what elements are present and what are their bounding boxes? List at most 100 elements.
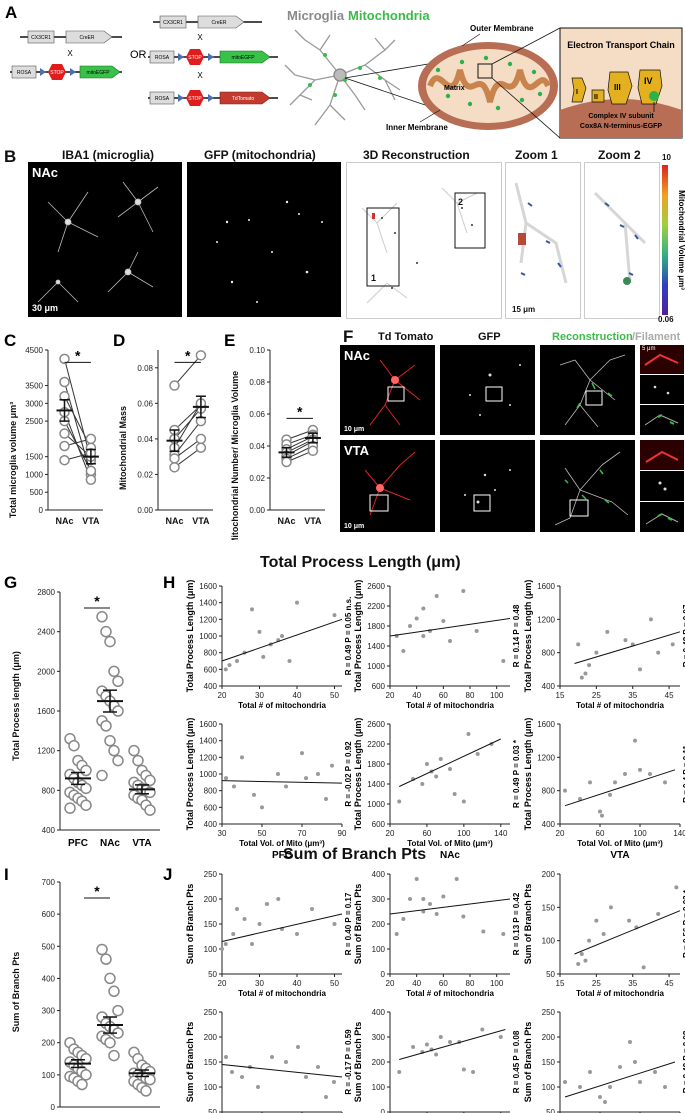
regression-line	[389, 618, 511, 637]
regression-line	[564, 769, 676, 807]
data-point	[104, 972, 116, 985]
y-tick-label: 1600	[537, 582, 555, 591]
y-tick-label: 250	[204, 1008, 218, 1017]
x-tick-label: 140	[494, 829, 508, 838]
data-point	[441, 894, 446, 899]
x-axis-title: Total # of mitochondria	[406, 989, 494, 998]
y-tick-label: 300	[372, 1033, 386, 1042]
data-point	[421, 897, 426, 901]
data-point	[594, 918, 599, 923]
stats-label: R = 0.45 P = 0.08	[512, 1030, 521, 1093]
y-tick-label: 200	[204, 895, 218, 904]
x-tick-label: VTA	[304, 516, 322, 526]
gene-label: STOP	[188, 55, 202, 61]
data-point	[224, 1055, 228, 1059]
data-point	[220, 947, 224, 951]
data-point	[332, 1080, 336, 1084]
y-tick-label: 500	[30, 488, 44, 497]
y-tick-label: 1200	[537, 753, 555, 762]
data-point	[140, 1085, 152, 1097]
y-tick-label: 2800	[37, 588, 55, 597]
gene-label: CX3CR1	[31, 35, 51, 41]
y-tick-label: 2400	[37, 628, 55, 637]
zoom1-image: 15 μm	[505, 162, 581, 319]
data-point	[452, 792, 457, 796]
x-tick-label: 15	[556, 979, 565, 988]
pair-line	[174, 355, 202, 386]
y-tick-label: 0	[39, 506, 44, 515]
iba1-image: NAc 30 μm	[28, 162, 182, 317]
data-point	[653, 1070, 657, 1074]
regression-line	[399, 738, 501, 787]
data-point	[401, 649, 406, 653]
y-tick-label: 300	[372, 895, 386, 904]
stats-label: R = 0.49 P = 0.05 n.s.	[344, 597, 353, 676]
pair-line	[174, 420, 202, 456]
data-point	[304, 776, 308, 781]
data-point	[627, 918, 632, 923]
panel-a-letter: A	[5, 3, 17, 22]
y-tick-label: 1600	[537, 720, 555, 729]
complex-label: IV	[644, 76, 653, 86]
y-tick-label: 3500	[25, 382, 43, 391]
chart-e: 0.10 0.08 0.06 0.04 0.02 0.00 NAc VTA *	[249, 346, 325, 526]
x-axis-title: Total Vol. of Mito (μm³)	[239, 839, 325, 848]
x-tick-label: 25	[592, 979, 601, 988]
gene-label: STOP	[50, 70, 64, 76]
data-point	[230, 1070, 234, 1074]
x-tick-label: 40	[412, 691, 421, 700]
x-tick-label: NAc	[277, 516, 295, 526]
data-point	[434, 774, 439, 779]
pair-line	[174, 438, 202, 459]
data-point	[100, 953, 112, 965]
y-tick-label: 0.06	[249, 410, 265, 419]
data-point	[448, 767, 452, 771]
data-point	[471, 1070, 476, 1074]
x-tick-label: VTA	[192, 516, 210, 526]
x-tick-label: 40	[412, 979, 421, 988]
data-point	[424, 1042, 429, 1047]
data-point	[252, 792, 256, 797]
zoom2-title: Zoom 2	[598, 148, 641, 162]
y-tick-label: 1400	[199, 599, 217, 608]
x-axis-title: Total Vol. of Mito (μm³)	[577, 839, 663, 848]
x-tick-label: NAc	[165, 516, 183, 526]
data-point	[501, 932, 506, 936]
data-point	[420, 782, 425, 786]
data-point	[257, 922, 262, 926]
data-point	[112, 1004, 124, 1017]
stats-label: R = 0.49 P = 0.08	[682, 1030, 685, 1093]
regression-line	[399, 1029, 506, 1060]
data-point	[108, 1049, 120, 1062]
y-tick-label: 0	[381, 1108, 386, 1113]
y-tick-label: 600	[204, 803, 218, 812]
x-tick-label: 20	[386, 691, 395, 700]
data-point	[583, 671, 588, 676]
data-point	[438, 757, 443, 761]
panel-j-letter: J	[163, 865, 172, 884]
complex-iv-subunit-label: Complex IV subunit	[588, 113, 654, 120]
y-tick-label: 1400	[367, 642, 385, 651]
y-axis-title: Total Process Length (μm)	[185, 580, 195, 693]
data-point	[475, 752, 480, 756]
x-tick-label: 20	[556, 829, 565, 838]
y-tick-label: 4500	[25, 346, 43, 355]
ylabel-d: Mitochondrial Mass	[118, 406, 128, 490]
data-point	[242, 917, 247, 921]
data-point	[169, 462, 180, 473]
data-point	[598, 809, 602, 814]
data-point	[579, 675, 584, 680]
data-point	[240, 755, 244, 760]
x-tick-label: 90	[338, 829, 347, 838]
data-point	[461, 1067, 466, 1072]
gfp-image	[187, 162, 341, 317]
panels-ghij: G H I J Total Process length (μm) Sum of…	[4, 573, 685, 1113]
y-tick-label: 150	[542, 1058, 556, 1067]
y-tick-label: 250	[204, 870, 218, 879]
data-point	[588, 780, 592, 785]
y-tick-label: 0.06	[137, 399, 153, 408]
gene-label: ROSA	[155, 55, 170, 61]
data-point	[224, 776, 228, 781]
stats-label: R = 0.40 P = 0.17	[344, 892, 353, 955]
data-point	[100, 720, 112, 732]
